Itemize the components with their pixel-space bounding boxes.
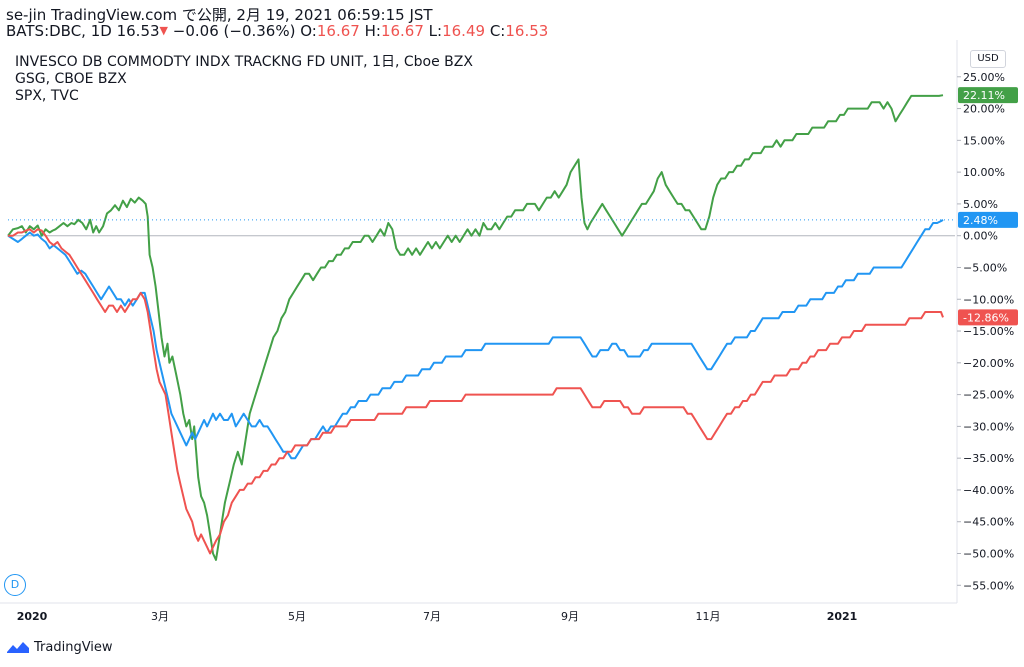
y-tick-label: −45.00% <box>963 516 1014 529</box>
last-value-badge-bg <box>958 309 1018 326</box>
low-value: 16.49 <box>442 22 486 40</box>
time-axis: 2020 3月 5月 7月 9月 11月 2021 <box>17 610 858 623</box>
y-tick-label: −20.00% <box>963 357 1014 370</box>
y-tick-label: 20.00% <box>963 103 1005 116</box>
last-value-badge-bg <box>958 87 1018 104</box>
symbol-label: BATS:DBC, 1D <box>6 22 112 40</box>
x-tick-label: 2020 <box>17 610 48 623</box>
y-tick-label: −55.00% <box>963 579 1014 592</box>
open-value: 16.67 <box>316 22 360 40</box>
y-tick-label: 25.00% <box>963 71 1005 84</box>
last-value-badge-bg <box>958 211 1018 228</box>
y-tick-label: −15.00% <box>963 325 1014 338</box>
price-axis: 25.00% 20.00% 15.00% 10.00% 5.00% 0.00% −5.00%… <box>957 71 1014 592</box>
y-tick-label: −10.00% <box>963 293 1014 306</box>
change-arrow-icon: ▼ <box>159 24 169 37</box>
y-tick-label: −5.00% <box>963 261 1007 274</box>
y-tick-label: −40.00% <box>963 484 1014 497</box>
y-tick-label: −25.00% <box>963 389 1014 402</box>
tradingview-logo[interactable]: TradingView <box>6 640 113 655</box>
y-tick-label: 15.00% <box>963 134 1005 147</box>
currency-button[interactable]: USD <box>970 50 1006 68</box>
x-tick-label: 11月 <box>696 610 721 623</box>
last-value-badge: 2.48% <box>963 214 998 227</box>
legend-gsg[interactable]: GSG, CBOE BZX <box>15 71 127 87</box>
change-value: −0.06 (−0.36%) <box>172 22 296 40</box>
x-tick-label: 5月 <box>288 610 306 623</box>
close-value: 16.53 <box>505 22 549 40</box>
y-tick-label: 0.00% <box>963 230 998 243</box>
d-badge[interactable]: D <box>4 574 26 596</box>
y-tick-label: −35.00% <box>963 452 1014 465</box>
y-tick-label: 10.00% <box>963 166 1005 179</box>
series-line-1 <box>7 219 944 460</box>
publish-info: se-jin TradingView.com で公開, 2月 19, 2021 … <box>6 6 433 24</box>
x-tick-label: 7月 <box>423 610 441 623</box>
close-label: C: <box>489 22 506 40</box>
y-tick-label: −50.00% <box>963 548 1014 561</box>
last-value-badge: 22.11% <box>963 89 1005 102</box>
y-tick-label: 5.00% <box>963 198 998 211</box>
open-label: O: <box>300 22 317 40</box>
high-value: 16.67 <box>380 22 424 40</box>
series-line-2 <box>8 228 944 555</box>
tradingview-logo-icon <box>7 642 29 653</box>
low-label: L: <box>428 22 443 40</box>
series-line-0 <box>7 94 944 561</box>
last-value-badges: 22.11% 2.48% -12.86% <box>958 87 1018 326</box>
ohlc-header: BATS:DBC, 1D 16.53▼ −0.06 (−0.36%) O:16.… <box>6 22 548 40</box>
last-price: 16.53 <box>116 22 160 40</box>
last-value-badge: -12.86% <box>963 311 1009 324</box>
series-legend: INVESCO DB COMMODTY INDX TRACKNG FD UNIT… <box>15 54 473 105</box>
chart-grid <box>0 40 958 604</box>
y-tick-label: −30.00% <box>963 420 1014 433</box>
legend-spx[interactable]: SPX, TVC <box>15 88 79 104</box>
chart-series <box>7 94 955 561</box>
legend-dbc[interactable]: INVESCO DB COMMODTY INDX TRACKNG FD UNIT… <box>15 54 473 70</box>
high-label: H: <box>364 22 381 40</box>
x-tick-label: 3月 <box>151 610 169 623</box>
x-tick-label: 9月 <box>561 610 579 623</box>
tradingview-logo-text: TradingView <box>34 640 113 655</box>
x-tick-label: 2021 <box>827 610 858 623</box>
